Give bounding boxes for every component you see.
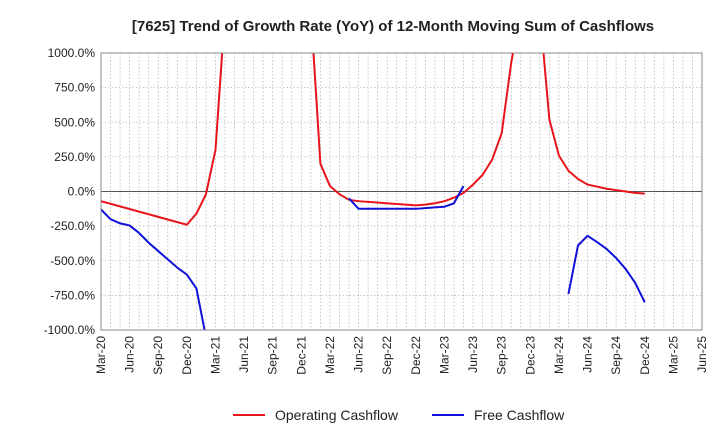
x-tick-label: Mar-22 — [323, 336, 337, 374]
x-tick-label: Sep-20 — [151, 336, 165, 375]
x-tick-label: Mar-25 — [666, 336, 680, 374]
series-line-free-cashflow — [101, 208, 206, 330]
x-tick-label: Dec-23 — [523, 336, 537, 375]
legend-label-operating-cashflow: Operating Cashflow — [275, 407, 399, 423]
x-tick-label: Jun-25 — [695, 336, 709, 373]
x-tick-label: Jun-23 — [466, 336, 480, 373]
legend: Operating Cashflow Free Cashflow — [233, 407, 565, 423]
x-tick-label: Sep-23 — [495, 336, 509, 375]
x-tick-label: Sep-22 — [380, 336, 394, 375]
y-tick-label: 250.0% — [54, 150, 95, 164]
series-line-free-cashflow — [348, 185, 465, 210]
series-line-operating-cashflow — [101, 53, 645, 226]
series-line-free-cashflow — [567, 234, 646, 303]
x-tick-label: Mar-21 — [208, 336, 222, 374]
x-tick-label: Jun-21 — [237, 336, 251, 373]
x-tick-label: Jun-20 — [123, 336, 137, 373]
y-tick-label: -1000.0% — [44, 323, 96, 337]
x-tick-label: Mar-20 — [94, 336, 108, 374]
x-tick-label: Mar-24 — [552, 336, 566, 374]
y-tick-label: 0.0% — [68, 185, 96, 199]
x-tick-label: Mar-23 — [437, 336, 451, 374]
x-tick-label: Dec-20 — [180, 336, 194, 375]
y-tick-label: 750.0% — [54, 81, 95, 95]
x-tick-label: Dec-21 — [294, 336, 308, 375]
chart-title: [7625] Trend of Growth Rate (YoY) of 12-… — [132, 18, 654, 35]
y-axis: 1000.0% 750.0% 500.0% 250.0% 0.0% -250.0% -500… — [44, 46, 96, 337]
x-tick-label: Jun-24 — [581, 336, 595, 373]
y-tick-label: 500.0% — [54, 115, 95, 129]
plot-frame — [100, 52, 703, 331]
x-tick-label: Sep-21 — [266, 336, 280, 375]
y-tick-label: -500.0% — [50, 254, 95, 268]
plot-area — [101, 53, 646, 330]
y-tick-label: -750.0% — [50, 288, 95, 302]
x-tick-label: Dec-22 — [409, 336, 423, 375]
x-tick-label: Dec-24 — [638, 336, 652, 375]
x-tick-label: Sep-24 — [609, 336, 623, 375]
x-tick-label: Jun-22 — [352, 336, 366, 373]
y-tick-label: 1000.0% — [48, 46, 96, 60]
y-tick-label: -250.0% — [50, 219, 95, 233]
x-axis: Mar-20 Jun-20 Sep-20 Dec-20 Mar-21 Jun-21 Sep-… — [94, 336, 709, 375]
grid — [101, 53, 702, 330]
legend-label-free-cashflow: Free Cashflow — [474, 407, 565, 423]
